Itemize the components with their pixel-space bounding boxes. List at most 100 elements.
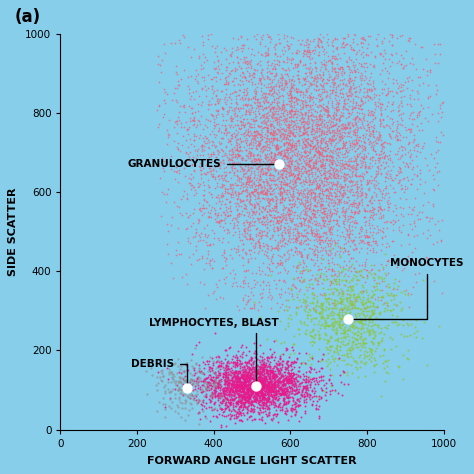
- Point: [356, 295, 364, 303]
- Point: [214, 57, 221, 65]
- Point: [237, 357, 244, 365]
- Point: [255, 124, 263, 131]
- Point: [268, 204, 275, 212]
- Point: [378, 141, 385, 148]
- Point: [210, 64, 218, 72]
- Point: [309, 179, 317, 186]
- Point: [240, 387, 248, 394]
- Point: [254, 182, 261, 190]
- Point: [206, 417, 214, 424]
- Point: [234, 361, 241, 369]
- Point: [319, 218, 326, 225]
- Point: [206, 257, 214, 264]
- Point: [310, 196, 318, 204]
- Point: [237, 138, 245, 146]
- Point: [319, 204, 327, 212]
- Point: [299, 117, 307, 125]
- Point: [271, 371, 278, 378]
- Point: [266, 160, 273, 168]
- Point: [210, 148, 217, 156]
- Point: [318, 386, 326, 393]
- Point: [365, 327, 373, 334]
- Point: [349, 338, 357, 346]
- Point: [350, 290, 357, 298]
- Point: [338, 299, 346, 306]
- Point: [273, 389, 280, 397]
- Point: [287, 207, 294, 214]
- Point: [240, 226, 247, 233]
- Point: [351, 76, 358, 84]
- Point: [364, 179, 372, 186]
- Point: [254, 397, 262, 405]
- Point: [258, 135, 265, 142]
- Point: [322, 192, 330, 200]
- Point: [301, 159, 309, 167]
- Point: [439, 131, 447, 138]
- Point: [315, 318, 323, 325]
- Point: [196, 204, 203, 212]
- Point: [267, 165, 275, 173]
- Point: [288, 290, 296, 298]
- Point: [362, 343, 369, 351]
- Point: [302, 38, 310, 46]
- Point: [424, 226, 431, 234]
- Point: [328, 99, 336, 107]
- Point: [350, 334, 357, 342]
- Point: [309, 188, 316, 196]
- Point: [291, 146, 299, 153]
- Point: [234, 391, 242, 398]
- Point: [284, 145, 292, 152]
- Point: [338, 160, 346, 167]
- Point: [384, 99, 392, 106]
- Point: [359, 114, 367, 121]
- Point: [223, 402, 231, 410]
- Point: [348, 328, 356, 336]
- Point: [356, 173, 363, 180]
- Point: [283, 131, 291, 138]
- Point: [254, 200, 261, 208]
- Point: [257, 378, 264, 385]
- Point: [271, 363, 278, 370]
- Point: [318, 150, 326, 158]
- Point: [239, 388, 247, 396]
- Point: [322, 379, 330, 386]
- Point: [263, 202, 270, 210]
- Point: [165, 131, 173, 138]
- Point: [276, 92, 283, 100]
- Point: [272, 41, 280, 48]
- Point: [398, 168, 405, 175]
- Point: [329, 112, 337, 120]
- Point: [259, 393, 266, 401]
- Point: [270, 131, 278, 139]
- Point: [323, 339, 330, 347]
- Point: [438, 217, 446, 224]
- Point: [263, 68, 271, 76]
- Point: [245, 383, 253, 391]
- Point: [281, 278, 288, 285]
- Point: [268, 60, 276, 67]
- Point: [380, 194, 388, 202]
- Point: [324, 265, 332, 273]
- Point: [268, 214, 275, 221]
- Point: [272, 73, 279, 80]
- Point: [366, 129, 374, 137]
- Point: [212, 412, 219, 419]
- Point: [195, 397, 202, 404]
- Point: [303, 158, 311, 165]
- Point: [327, 136, 334, 143]
- Point: [175, 378, 183, 385]
- Point: [388, 58, 396, 65]
- Point: [374, 293, 382, 301]
- Point: [335, 148, 342, 156]
- Point: [307, 162, 314, 170]
- Point: [366, 346, 374, 353]
- Point: [240, 364, 247, 371]
- Point: [237, 410, 244, 417]
- Point: [340, 120, 347, 128]
- Point: [184, 159, 191, 166]
- Point: [319, 209, 326, 216]
- Point: [221, 98, 229, 105]
- Point: [228, 67, 235, 75]
- Point: [254, 371, 261, 378]
- Point: [360, 328, 368, 336]
